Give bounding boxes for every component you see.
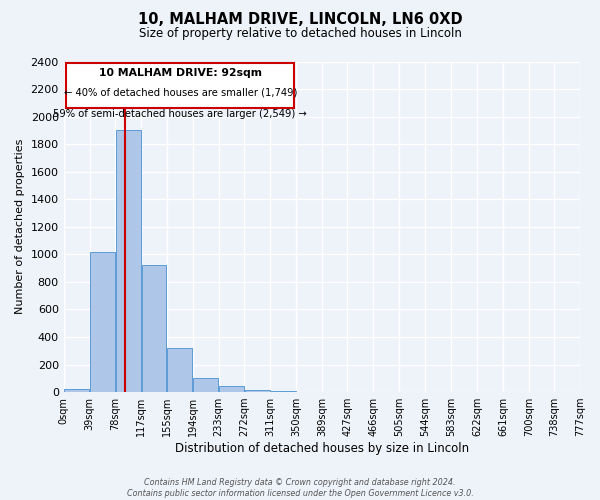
Y-axis label: Number of detached properties: Number of detached properties — [15, 139, 25, 314]
Text: 10 MALHAM DRIVE: 92sqm: 10 MALHAM DRIVE: 92sqm — [99, 68, 262, 78]
Bar — [245, 390, 270, 392]
Text: 10, MALHAM DRIVE, LINCOLN, LN6 0XD: 10, MALHAM DRIVE, LINCOLN, LN6 0XD — [137, 12, 463, 28]
Bar — [64, 390, 89, 392]
Bar — [193, 378, 218, 392]
Bar — [116, 130, 141, 392]
Bar — [219, 386, 244, 392]
Bar — [167, 348, 192, 392]
Text: Contains HM Land Registry data © Crown copyright and database right 2024.
Contai: Contains HM Land Registry data © Crown c… — [127, 478, 473, 498]
Text: ← 40% of detached houses are smaller (1,749): ← 40% of detached houses are smaller (1,… — [64, 88, 297, 98]
Text: 59% of semi-detached houses are larger (2,549) →: 59% of semi-detached houses are larger (… — [53, 110, 307, 120]
X-axis label: Distribution of detached houses by size in Lincoln: Distribution of detached houses by size … — [175, 442, 469, 455]
FancyBboxPatch shape — [66, 63, 295, 108]
Bar — [142, 266, 166, 392]
Text: Size of property relative to detached houses in Lincoln: Size of property relative to detached ho… — [139, 28, 461, 40]
Bar — [90, 252, 115, 392]
